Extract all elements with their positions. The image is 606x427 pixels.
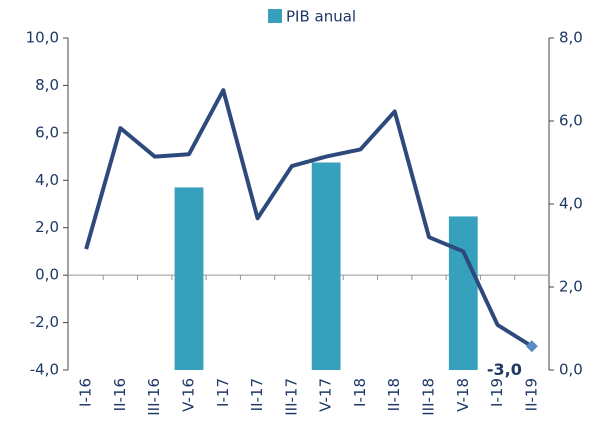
data-label: -3,0 <box>487 360 522 379</box>
x-tick-label: III-18 <box>420 378 438 416</box>
x-tick-label: I-18 <box>351 378 369 407</box>
x-tick-label: II-16 <box>111 378 129 411</box>
x-tick-label: III-16 <box>145 378 163 416</box>
y-tick-label: 0,0 <box>35 266 59 284</box>
bar <box>311 162 341 370</box>
y2-tick-label: 4,0 <box>559 195 583 213</box>
legend-swatch <box>268 9 282 23</box>
x-tick-label: III-17 <box>282 378 300 416</box>
y2-tick-label: 8,0 <box>559 29 583 47</box>
y-tick-label: 8,0 <box>35 76 59 94</box>
line <box>84 88 533 348</box>
x-tick-label: I-17 <box>214 378 232 407</box>
y-tick-label: 6,0 <box>35 123 59 141</box>
bar <box>174 187 204 370</box>
y2-tick-label: 2,0 <box>559 278 583 296</box>
x-tick-label: II-18 <box>385 378 403 411</box>
y2-tick-label: 6,0 <box>559 112 583 130</box>
y-tick-label: 4,0 <box>35 171 59 189</box>
y2-tick-label: 0,0 <box>559 361 583 379</box>
legend-label: PIB anual <box>286 8 356 26</box>
x-tick-label: II-19 <box>522 378 540 411</box>
bar <box>448 216 478 370</box>
y-tick-label: 10,0 <box>26 29 59 47</box>
x-tick-label: II-17 <box>248 378 266 411</box>
y-tick-label: 2,0 <box>35 218 59 236</box>
x-tick-label: V-18 <box>454 378 472 412</box>
y-tick-label: -4,0 <box>30 361 59 379</box>
x-tick-label: I-19 <box>488 378 506 407</box>
y-tick-label: -2,0 <box>30 313 59 331</box>
x-tick-label: I-16 <box>77 378 95 407</box>
x-tick-label: V-17 <box>317 378 335 412</box>
x-tick-label: V-16 <box>180 378 198 412</box>
end-marker <box>525 340 538 353</box>
